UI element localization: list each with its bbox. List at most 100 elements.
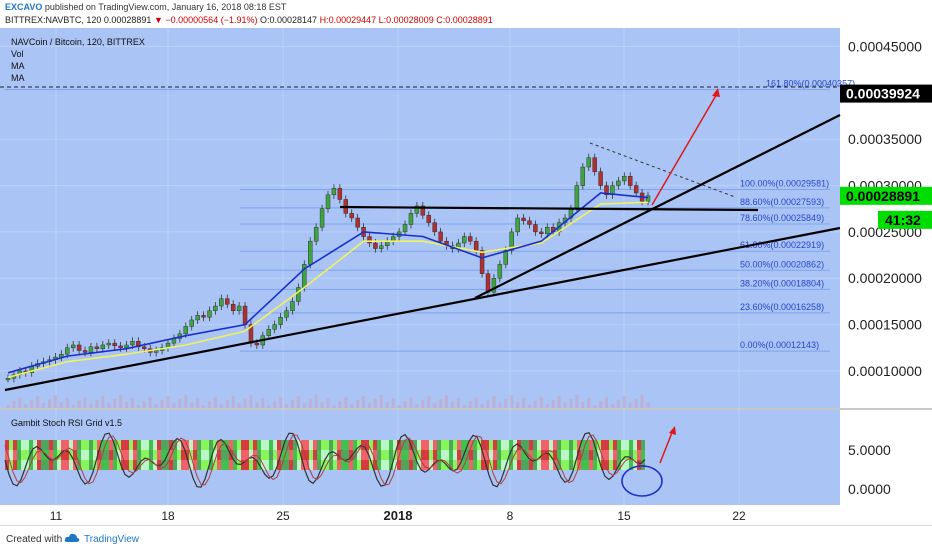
stoch-grid-cell [621,440,625,450]
overlay-vol-label: Vol [11,49,24,59]
stoch-grid-cell [249,450,253,460]
stoch-grid-cell [149,460,153,470]
stoch-grid-cell [357,460,361,470]
stoch-grid-cell [353,460,357,470]
candle [183,326,188,335]
stoch-grid-cell [145,450,149,460]
volume-bar [610,404,614,408]
candle [70,344,76,348]
stoch-grid-cell [597,450,601,460]
candle [462,236,467,244]
candle [533,224,538,233]
stoch-grid-cell [453,440,457,450]
stoch-grid-cell [625,440,629,450]
stoch-grid-cell [641,450,645,460]
stoch-grid-cell [589,440,593,450]
stoch-grid-cell [525,440,529,450]
time-axis-bg [0,505,932,525]
stoch-grid-cell [401,460,405,470]
stoch-grid-cell [461,450,465,460]
stoch-grid-cell [497,460,501,470]
stoch-grid-cell [265,450,269,460]
stoch-grid-cell [453,460,457,470]
volume-bar [599,401,603,408]
ohlc-low: L:0.00028009 [378,15,434,25]
stoch-grid-cell [101,440,105,450]
stoch-grid-cell [141,440,145,450]
stoch-grid-cell [349,440,353,450]
stoch-grid-cell [229,440,233,450]
volume-bar [77,401,81,408]
stoch-grid-cell [221,460,225,470]
stoch-grid-cell [305,460,309,470]
stoch-grid-cell [141,450,145,460]
candle [545,227,550,234]
stoch-grid-cell [501,450,505,460]
candle [230,303,236,311]
stoch-grid-cell [609,460,613,470]
stoch-grid-cell [437,440,441,450]
candle [527,220,532,225]
stoch-grid-cell [529,440,533,450]
stoch-grid-cell [65,440,69,450]
volume-bar [125,402,129,408]
stoch-grid-cell [609,440,613,450]
stoch-grid-cell [433,450,437,460]
volume-bar [421,400,425,408]
candle [337,188,343,200]
stoch-grid-cell [405,450,409,460]
candle [355,217,360,228]
volume-bar [47,399,51,408]
candle [142,346,147,349]
stoch-grid-cell [129,440,133,450]
stoch-grid-cell [501,460,505,470]
target-arrowhead [712,88,720,97]
stoch-grid-cell [41,450,45,460]
stoch-grid-cell [577,450,581,460]
trend-lines[interactable] [0,86,841,392]
volume-bar [332,405,336,408]
stoch-grid-cell [489,450,493,460]
candle [118,345,123,348]
stoch-grid-cell [109,460,113,470]
volume-bar [36,396,40,408]
candle [616,180,621,186]
volume-bar [504,399,508,408]
candle [153,350,159,353]
volume-bar [486,400,490,408]
publisher-name[interactable]: EXCAVO [5,2,43,12]
stoch-grid-cell [25,440,29,450]
stoch-grid-cell [65,460,69,470]
stoch-grid-cell [61,440,65,450]
stoch-grid-cell [5,440,9,450]
stoch-grid-cell [17,450,21,460]
stoch-grid-cell [549,450,553,460]
change-value: −0.00000564 (−1.91%) [165,15,258,25]
candle [189,319,194,327]
stoch-grid-cell [621,450,625,460]
stoch-grid-cell [289,440,293,450]
volume-bar [237,403,241,408]
stoch-grid-cell [289,460,293,470]
oversold-circle [621,465,663,497]
stoch-grid-cell [137,440,141,450]
candle [272,324,277,330]
indicator-axis-label: 0.0000 [848,481,891,497]
footer-brand-link[interactable]: TradingView [84,534,140,545]
stoch-grid-cell [393,440,397,450]
stoch-grid-cell [53,460,57,470]
stoch-grid-cell [481,440,485,450]
volume-bar [403,401,407,408]
candle [628,176,633,186]
candle [319,208,325,228]
stoch-grid-cell [277,460,281,470]
stoch-grid-cell [449,450,453,460]
stoch-grid-cell [213,450,217,460]
stoch-grid-cell [277,440,281,450]
stoch-grid-cell [265,440,269,450]
volume-bar [142,401,146,408]
stoch-grid-cell [89,440,93,450]
candle [503,250,508,265]
stoch-grid-cell [613,440,617,450]
